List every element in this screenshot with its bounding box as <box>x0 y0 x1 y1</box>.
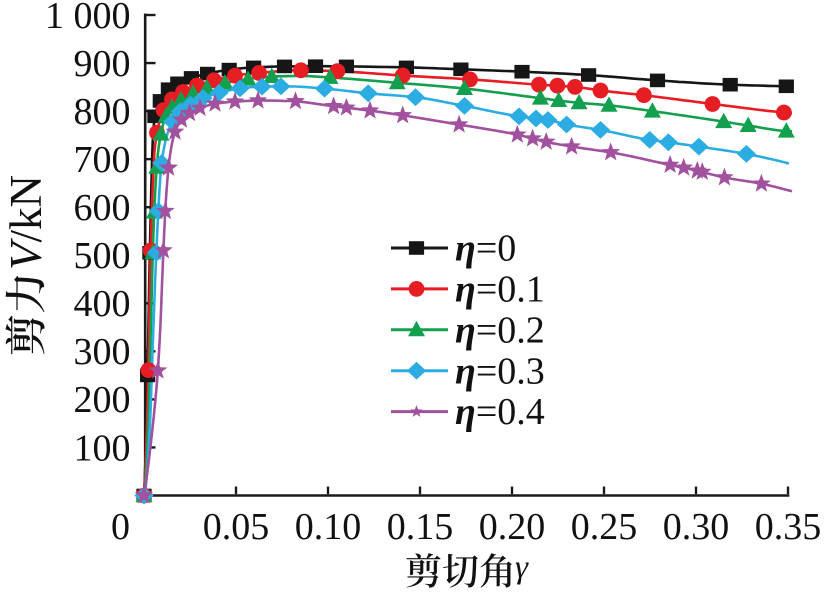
svg-text:η=0: η=0 <box>455 228 516 270</box>
svg-text:400: 400 <box>74 283 131 325</box>
svg-text:V/kN: V/kN <box>1 175 51 270</box>
svg-text:η=0.4: η=0.4 <box>455 391 545 433</box>
svg-text:0.20: 0.20 <box>479 506 546 548</box>
svg-text:0.05: 0.05 <box>203 506 270 548</box>
svg-text:800: 800 <box>74 91 131 133</box>
svg-text:γ: γ <box>515 550 529 586</box>
svg-text:0: 0 <box>111 506 130 548</box>
svg-text:300: 300 <box>74 331 131 373</box>
svg-text:700: 700 <box>74 139 131 181</box>
svg-text:1 000: 1 000 <box>45 0 131 37</box>
svg-text:η=0.1: η=0.1 <box>455 269 545 311</box>
svg-text:0.25: 0.25 <box>571 506 638 548</box>
svg-text:0.30: 0.30 <box>663 506 730 548</box>
svg-text:η=0.2: η=0.2 <box>455 309 545 351</box>
svg-text:0.10: 0.10 <box>295 506 362 548</box>
svg-text:500: 500 <box>74 235 131 277</box>
svg-text:600: 600 <box>74 187 131 229</box>
svg-text:0.35: 0.35 <box>755 506 822 548</box>
svg-text:0.15: 0.15 <box>387 506 454 548</box>
svg-text:200: 200 <box>74 379 131 421</box>
svg-text:900: 900 <box>74 43 131 85</box>
svg-text:η=0.3: η=0.3 <box>455 350 545 392</box>
svg-text:100: 100 <box>74 427 131 469</box>
